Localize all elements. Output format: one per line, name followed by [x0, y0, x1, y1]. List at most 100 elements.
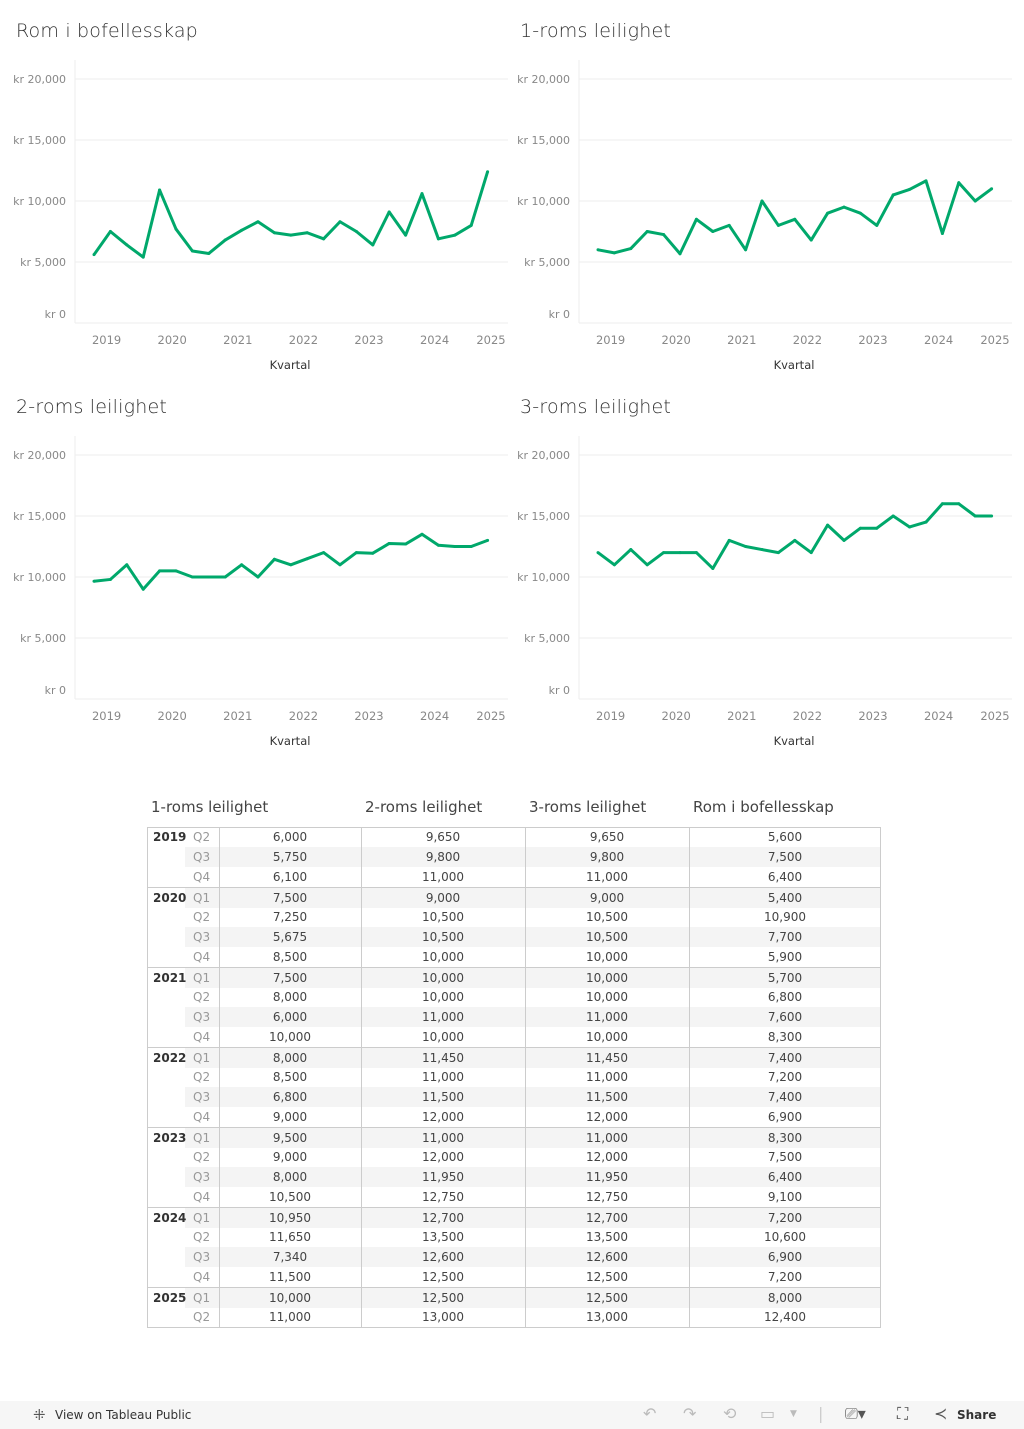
- data-point[interactable]: [858, 211, 862, 215]
- share-button[interactable]: Share: [957, 1408, 997, 1422]
- data-point[interactable]: [793, 217, 797, 221]
- data-point[interactable]: [793, 538, 797, 542]
- view-on-tableau-link[interactable]: View on Tableau Public: [55, 1408, 192, 1422]
- data-point[interactable]: [272, 231, 276, 235]
- data-point[interactable]: [776, 223, 780, 227]
- data-point[interactable]: [744, 545, 748, 548]
- data-point[interactable]: [404, 233, 408, 237]
- data-point[interactable]: [305, 231, 309, 235]
- data-point[interactable]: [223, 575, 227, 579]
- data-point[interactable]: [744, 248, 748, 252]
- data-point[interactable]: [158, 188, 162, 192]
- data-point[interactable]: [338, 220, 342, 224]
- data-point[interactable]: [891, 514, 895, 518]
- data-point[interactable]: [596, 248, 600, 252]
- data-point[interactable]: [190, 249, 194, 253]
- data-point[interactable]: [973, 199, 977, 203]
- data-point[interactable]: [322, 551, 326, 555]
- data-point[interactable]: [338, 563, 342, 567]
- data-point[interactable]: [940, 231, 944, 235]
- data-point[interactable]: [420, 192, 424, 196]
- data-point[interactable]: [662, 551, 666, 555]
- data-point[interactable]: [207, 575, 211, 579]
- data-point[interactable]: [694, 217, 698, 221]
- data-point[interactable]: [256, 575, 260, 579]
- data-point[interactable]: [891, 193, 895, 197]
- data-point[interactable]: [240, 228, 244, 232]
- data-point[interactable]: [469, 545, 473, 548]
- redo-icon[interactable]: ↷: [683, 1404, 697, 1423]
- data-point[interactable]: [174, 227, 178, 231]
- data-point[interactable]: [371, 243, 375, 247]
- data-point[interactable]: [420, 532, 424, 536]
- data-point[interactable]: [809, 551, 813, 555]
- data-point[interactable]: [322, 237, 326, 241]
- data-point[interactable]: [809, 238, 813, 242]
- data-point[interactable]: [940, 502, 944, 506]
- refresh-dropdown-icon[interactable]: ▼: [790, 1409, 797, 1419]
- data-point[interactable]: [387, 210, 391, 214]
- data-point[interactable]: [842, 538, 846, 542]
- data-point[interactable]: [305, 557, 309, 561]
- data-point[interactable]: [256, 220, 260, 224]
- data-point[interactable]: [629, 247, 633, 251]
- data-point[interactable]: [760, 548, 764, 552]
- revert-icon[interactable]: ⟲: [723, 1404, 737, 1423]
- data-point[interactable]: [957, 502, 961, 506]
- data-point[interactable]: [973, 514, 977, 518]
- data-point[interactable]: [387, 541, 391, 545]
- data-point[interactable]: [108, 230, 112, 233]
- data-point[interactable]: [678, 551, 682, 555]
- data-point[interactable]: [289, 563, 293, 567]
- data-point[interactable]: [289, 233, 293, 237]
- data-point[interactable]: [92, 579, 96, 583]
- data-point[interactable]: [612, 563, 616, 567]
- data-point[interactable]: [612, 251, 616, 255]
- data-point[interactable]: [645, 230, 649, 233]
- data-point[interactable]: [990, 187, 994, 191]
- refresh-icon[interactable]: ▭: [760, 1404, 776, 1423]
- data-point[interactable]: [727, 538, 731, 542]
- data-point[interactable]: [125, 243, 129, 247]
- data-point[interactable]: [776, 551, 780, 555]
- data-point[interactable]: [354, 230, 358, 233]
- data-point[interactable]: [141, 587, 145, 591]
- data-point[interactable]: [711, 230, 715, 233]
- data-point[interactable]: [957, 181, 961, 185]
- data-point[interactable]: [842, 205, 846, 209]
- data-point[interactable]: [240, 563, 244, 567]
- data-point[interactable]: [436, 237, 440, 241]
- data-point[interactable]: [141, 255, 145, 259]
- data-point[interactable]: [875, 526, 879, 530]
- data-point[interactable]: [108, 577, 112, 581]
- data-point[interactable]: [727, 223, 731, 227]
- data-point[interactable]: [436, 543, 440, 547]
- data-point[interactable]: [826, 523, 830, 527]
- data-point[interactable]: [826, 211, 830, 215]
- data-point[interactable]: [207, 251, 211, 255]
- data-point[interactable]: [469, 223, 473, 227]
- data-point[interactable]: [760, 199, 764, 203]
- data-point[interactable]: [875, 223, 879, 227]
- data-point[interactable]: [92, 253, 96, 257]
- data-point[interactable]: [694, 551, 698, 555]
- data-point[interactable]: [924, 179, 928, 183]
- data-point[interactable]: [174, 569, 178, 573]
- data-point[interactable]: [678, 252, 682, 256]
- data-point[interactable]: [354, 551, 358, 555]
- data-point[interactable]: [158, 569, 162, 573]
- data-point[interactable]: [662, 233, 666, 237]
- data-point[interactable]: [924, 520, 928, 524]
- data-point[interactable]: [223, 238, 227, 242]
- data-point[interactable]: [908, 525, 912, 529]
- data-point[interactable]: [125, 563, 129, 567]
- data-point[interactable]: [272, 557, 276, 561]
- data-point[interactable]: [990, 514, 994, 518]
- data-point[interactable]: [629, 548, 633, 552]
- undo-icon[interactable]: ↶: [643, 1404, 657, 1423]
- share-icon[interactable]: ≺: [934, 1404, 948, 1423]
- data-point[interactable]: [645, 563, 649, 567]
- data-point[interactable]: [596, 551, 600, 555]
- data-point[interactable]: [190, 575, 194, 579]
- data-point[interactable]: [453, 545, 457, 548]
